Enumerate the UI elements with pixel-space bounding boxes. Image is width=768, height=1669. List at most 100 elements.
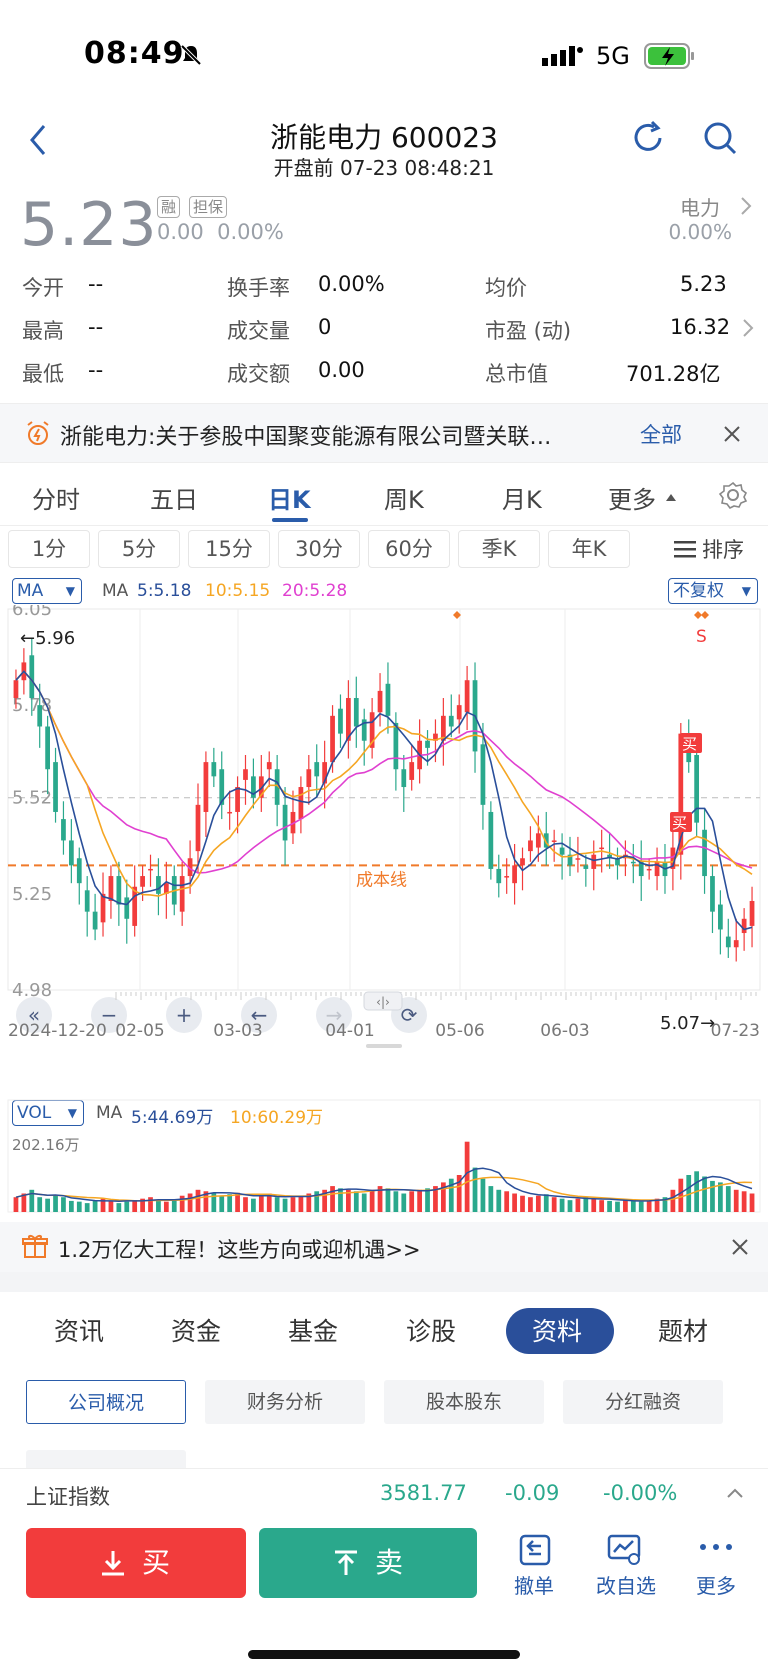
candle-body — [575, 858, 581, 860]
rewind-icon[interactable]: « — [28, 1003, 40, 1027]
tab-monthly-k[interactable]: 月K — [502, 486, 542, 514]
close-icon[interactable] — [722, 424, 742, 444]
tab-news[interactable]: 资讯 — [54, 1317, 105, 1346]
news-banner[interactable]: 浙能电力:关于参股中国聚变能源有限公司暨关联… 全部 — [0, 403, 768, 463]
volume-bar — [227, 1194, 233, 1212]
cancel-order-label[interactable]: 撤单 — [514, 1574, 554, 1598]
tab-diagnosis[interactable]: 诊股 — [406, 1317, 457, 1346]
volume-bar — [472, 1167, 478, 1212]
candle-body — [385, 683, 391, 716]
promo-banner[interactable]: 1.2万亿大工程！这些方向或迎机遇>> — [0, 1222, 768, 1272]
active-tab-pill — [506, 1308, 614, 1354]
tab-fund[interactable]: 基金 — [288, 1317, 339, 1346]
tab-themes[interactable]: 题材 — [658, 1317, 709, 1346]
volume-bar — [274, 1197, 280, 1212]
close-icon[interactable] — [730, 1237, 750, 1257]
cost-line-label: 成本线 — [356, 870, 407, 890]
candle-body — [219, 769, 225, 805]
more-dots-icon[interactable] — [698, 1542, 734, 1552]
volume-bar — [353, 1191, 359, 1212]
adjust-selector[interactable]: 不复权 ▼ — [668, 578, 758, 604]
subtab-shareholders[interactable]: 股本股东 — [384, 1380, 544, 1424]
market-cap-label: 总市值 — [485, 362, 548, 386]
tab-more[interactable]: 更多 — [608, 486, 656, 514]
indicator-selector[interactable]: MA ▼ — [12, 578, 82, 604]
zoom-out-icon-bg[interactable] — [91, 997, 127, 1033]
tab-1min[interactable]: 1分 — [8, 530, 90, 568]
volume-frame — [7, 1099, 761, 1213]
tab-five-day[interactable]: 五日 — [150, 486, 198, 514]
tab-intraday[interactable]: 分时 — [32, 486, 80, 514]
volume-bar — [211, 1193, 217, 1212]
tab-capital[interactable]: 资金 — [171, 1317, 222, 1346]
back-arrow-icon[interactable] — [26, 120, 50, 160]
tab-daily-k[interactable]: 日K — [268, 486, 311, 514]
volume-bar — [686, 1175, 692, 1212]
candle-body — [227, 811, 233, 814]
vol-ma10-value: 10:60.29万 — [230, 1108, 324, 1128]
volume-bar — [37, 1197, 43, 1212]
sell-label: 卖 — [375, 1546, 404, 1579]
scroll-right-icon-bg[interactable] — [316, 997, 352, 1033]
tab-30min[interactable]: 30分 — [278, 530, 360, 568]
pe-label[interactable]: 市盈 (动) — [485, 319, 572, 343]
edit-watchlist-icon[interactable] — [606, 1534, 642, 1566]
x-tick-label: 06-03 — [540, 1021, 589, 1041]
promo-text[interactable]: 1.2万亿大工程！这些方向或迎机遇>> — [58, 1238, 421, 1262]
subtab-financial-analysis[interactable]: 财务分析 — [205, 1380, 365, 1424]
sort-button[interactable]: 排序 — [702, 538, 744, 562]
caret-up-icon[interactable] — [665, 492, 677, 502]
tab-5min[interactable]: 5分 — [98, 530, 180, 568]
gear-icon[interactable] — [718, 480, 748, 510]
volume-bar — [433, 1186, 438, 1212]
zoom-in-icon[interactable]: + — [176, 1003, 193, 1027]
edit-watchlist-label[interactable]: 改自选 — [596, 1574, 656, 1598]
news-headline[interactable]: 浙能电力:关于参股中国聚变能源有限公司暨关联… — [60, 425, 552, 450]
volume-bar — [68, 1200, 74, 1212]
refresh-icon[interactable] — [628, 118, 668, 158]
volume-bar — [440, 1182, 446, 1212]
volume-bar — [195, 1189, 201, 1212]
candle-body — [361, 719, 367, 741]
tab-15min[interactable]: 15分 — [188, 530, 270, 568]
subtab-dividends[interactable]: 分红融资 — [563, 1380, 723, 1424]
buy-button[interactable]: 买 — [26, 1528, 246, 1598]
search-icon[interactable] — [700, 118, 740, 158]
candle-body — [282, 804, 288, 841]
x-tick-label: 2024-12-20 — [8, 1021, 107, 1041]
rotate-icon[interactable]: ⟳ — [401, 1003, 418, 1027]
quote-panel: 5.23 融 担保 0.00 0.00% 电力 0.00% 今开 -- 换手率 … — [0, 190, 768, 400]
tab-quarter-k[interactable]: 季K — [458, 530, 540, 568]
news-all-link[interactable]: 全部 — [640, 423, 682, 447]
scroll-right-icon[interactable]: → — [326, 1003, 343, 1027]
volume-bar — [599, 1200, 605, 1212]
tab-profile[interactable]: 资料 — [532, 1317, 583, 1346]
tab-weekly-k[interactable]: 周K — [384, 486, 424, 514]
candle-body — [314, 762, 320, 777]
high-label: ←5.96 — [20, 628, 75, 649]
volume-bar — [100, 1198, 106, 1212]
sell-button[interactable]: 卖 — [259, 1528, 477, 1598]
volume-bar — [132, 1200, 138, 1212]
cancel-order-icon[interactable] — [517, 1534, 553, 1566]
volume-bar — [251, 1198, 256, 1212]
zoom-out-icon[interactable]: − — [101, 1003, 118, 1027]
chevron-right-icon[interactable] — [740, 196, 752, 216]
candle-body — [306, 769, 312, 788]
scroll-left-icon[interactable]: ← — [251, 1003, 268, 1027]
tab-60min[interactable]: 60分 — [368, 530, 450, 568]
chevron-up-icon[interactable] — [726, 1487, 744, 1499]
menu-icon[interactable] — [674, 540, 696, 558]
zoom-in-icon-bg[interactable] — [166, 997, 202, 1033]
subtab-company-overview[interactable]: 公司概况 — [26, 1380, 186, 1424]
chevron-right-icon[interactable] — [742, 318, 754, 338]
index-change: -0.09 — [505, 1481, 560, 1505]
more-label[interactable]: 更多 — [696, 1574, 736, 1598]
market-index-bar[interactable]: 上证指数 3581.77 -0.09 -0.00% — [0, 1468, 768, 1518]
pe-value[interactable]: 16.32 — [670, 315, 731, 339]
sector-name[interactable]: 电力 — [680, 196, 720, 220]
rewind-icon-bg[interactable] — [16, 997, 52, 1033]
scroll-left-icon-bg[interactable] — [241, 997, 277, 1033]
tab-year-k[interactable]: 年K — [548, 530, 630, 568]
